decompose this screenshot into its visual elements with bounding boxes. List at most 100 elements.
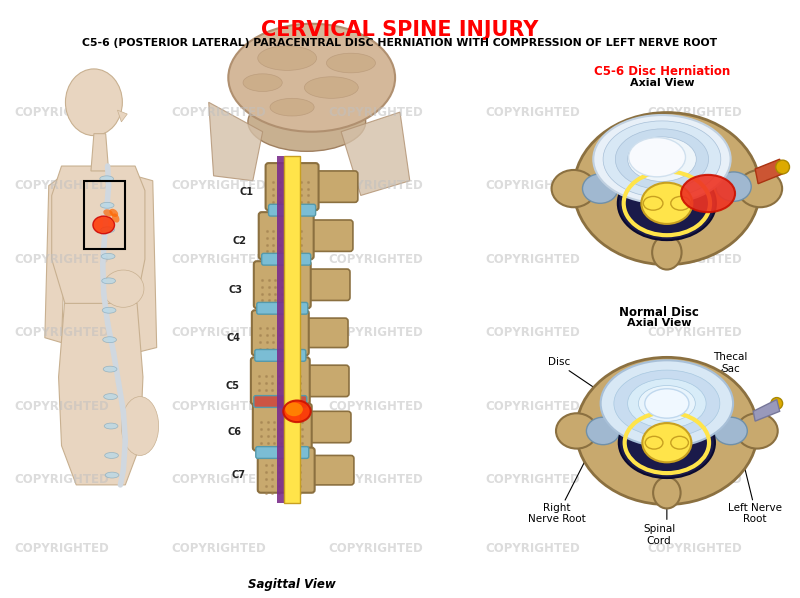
FancyBboxPatch shape [314, 171, 358, 202]
Text: COPYRIGHTED: COPYRIGHTED [14, 542, 109, 555]
Polygon shape [755, 159, 782, 184]
FancyBboxPatch shape [254, 261, 310, 309]
Text: COPYRIGHTED: COPYRIGHTED [647, 542, 742, 555]
Ellipse shape [304, 77, 358, 98]
Text: COPYRIGHTED: COPYRIGHTED [328, 542, 423, 555]
Circle shape [776, 160, 790, 174]
FancyBboxPatch shape [305, 318, 348, 347]
FancyBboxPatch shape [266, 163, 318, 210]
Ellipse shape [653, 477, 681, 508]
Ellipse shape [551, 170, 596, 208]
Ellipse shape [112, 213, 119, 222]
Polygon shape [341, 112, 410, 196]
Text: COPYRIGHTED: COPYRIGHTED [485, 327, 580, 339]
Ellipse shape [258, 46, 317, 71]
Ellipse shape [614, 370, 720, 437]
Ellipse shape [102, 270, 144, 307]
Text: COPYRIGHTED: COPYRIGHTED [485, 106, 580, 118]
Polygon shape [52, 166, 145, 309]
Text: COPYRIGHTED: COPYRIGHTED [647, 179, 742, 192]
Text: COPYRIGHTED: COPYRIGHTED [328, 400, 423, 413]
Ellipse shape [66, 69, 122, 136]
Ellipse shape [100, 176, 114, 182]
FancyBboxPatch shape [252, 310, 309, 355]
Text: COPYRIGHTED: COPYRIGHTED [14, 179, 109, 192]
Text: COPYRIGHTED: COPYRIGHTED [14, 474, 109, 487]
Ellipse shape [594, 115, 730, 203]
Text: COPYRIGHTED: COPYRIGHTED [647, 400, 742, 413]
Ellipse shape [102, 337, 117, 343]
Text: Disc: Disc [548, 358, 570, 367]
Ellipse shape [102, 307, 116, 313]
FancyBboxPatch shape [310, 220, 353, 251]
Ellipse shape [270, 98, 314, 116]
Ellipse shape [286, 402, 303, 416]
Text: COPYRIGHTED: COPYRIGHTED [171, 400, 266, 413]
Ellipse shape [104, 393, 118, 399]
Text: Left Nerve
Root: Left Nerve Root [728, 502, 782, 524]
Polygon shape [91, 134, 109, 171]
FancyBboxPatch shape [254, 349, 306, 361]
Text: COPYRIGHTED: COPYRIGHTED [14, 253, 109, 266]
FancyBboxPatch shape [258, 212, 314, 260]
Text: COPYRIGHTED: COPYRIGHTED [171, 474, 266, 487]
Ellipse shape [110, 209, 118, 217]
Text: COPYRIGHTED: COPYRIGHTED [485, 474, 580, 487]
Ellipse shape [642, 183, 692, 224]
Text: Sagittal View: Sagittal View [248, 578, 336, 591]
Ellipse shape [646, 437, 663, 449]
Text: COPYRIGHTED: COPYRIGHTED [647, 327, 742, 339]
Text: C5-6 Disc Herniation: C5-6 Disc Herniation [594, 65, 730, 78]
Ellipse shape [576, 358, 758, 505]
FancyBboxPatch shape [258, 448, 314, 493]
Ellipse shape [104, 423, 118, 429]
Ellipse shape [670, 437, 689, 449]
Ellipse shape [643, 197, 663, 210]
Text: COPYRIGHTED: COPYRIGHTED [171, 179, 266, 192]
Text: CERVICAL SPINE INJURY: CERVICAL SPINE INJURY [262, 20, 538, 40]
Ellipse shape [102, 254, 115, 260]
FancyBboxPatch shape [308, 411, 351, 443]
Ellipse shape [101, 227, 114, 233]
Ellipse shape [638, 386, 695, 422]
Ellipse shape [248, 93, 366, 151]
Ellipse shape [628, 379, 706, 428]
Bar [284, 156, 300, 502]
Ellipse shape [738, 170, 782, 208]
Text: C7: C7 [232, 470, 246, 480]
Text: C5-6 (POSTERIOR LATERAL) PARACENTRAL DISC HERNIATION WITH COMPRESSION OF LEFT NE: C5-6 (POSTERIOR LATERAL) PARACENTRAL DIS… [82, 38, 718, 48]
Text: COPYRIGHTED: COPYRIGHTED [328, 327, 423, 339]
Ellipse shape [243, 74, 282, 91]
Ellipse shape [601, 360, 733, 447]
Text: C5-6: C5-6 [643, 154, 671, 164]
Text: C6: C6 [227, 427, 241, 437]
Text: Spinal
Cord: Spinal Cord [643, 524, 675, 546]
Polygon shape [45, 176, 65, 343]
Ellipse shape [582, 174, 618, 203]
Text: COPYRIGHTED: COPYRIGHTED [485, 400, 580, 413]
Ellipse shape [737, 413, 778, 448]
FancyBboxPatch shape [256, 447, 309, 459]
FancyBboxPatch shape [269, 205, 316, 216]
Ellipse shape [603, 121, 721, 197]
Text: Normal Disc: Normal Disc [619, 306, 699, 319]
Ellipse shape [716, 172, 751, 202]
Ellipse shape [574, 112, 760, 265]
Circle shape [771, 398, 782, 410]
Bar [84, 181, 126, 249]
Text: COPYRIGHTED: COPYRIGHTED [647, 253, 742, 266]
Text: COPYRIGHTED: COPYRIGHTED [485, 179, 580, 192]
Polygon shape [209, 102, 262, 181]
FancyBboxPatch shape [262, 254, 310, 265]
Ellipse shape [681, 175, 735, 212]
Text: C1: C1 [240, 187, 254, 197]
Ellipse shape [615, 129, 709, 190]
Text: COPYRIGHTED: COPYRIGHTED [171, 542, 266, 555]
Polygon shape [118, 110, 127, 122]
Polygon shape [133, 176, 157, 352]
Text: COPYRIGHTED: COPYRIGHTED [647, 474, 742, 487]
FancyBboxPatch shape [306, 269, 350, 300]
Text: COPYRIGHTED: COPYRIGHTED [14, 400, 109, 413]
Polygon shape [58, 303, 143, 485]
Text: COPYRIGHTED: COPYRIGHTED [171, 327, 266, 339]
